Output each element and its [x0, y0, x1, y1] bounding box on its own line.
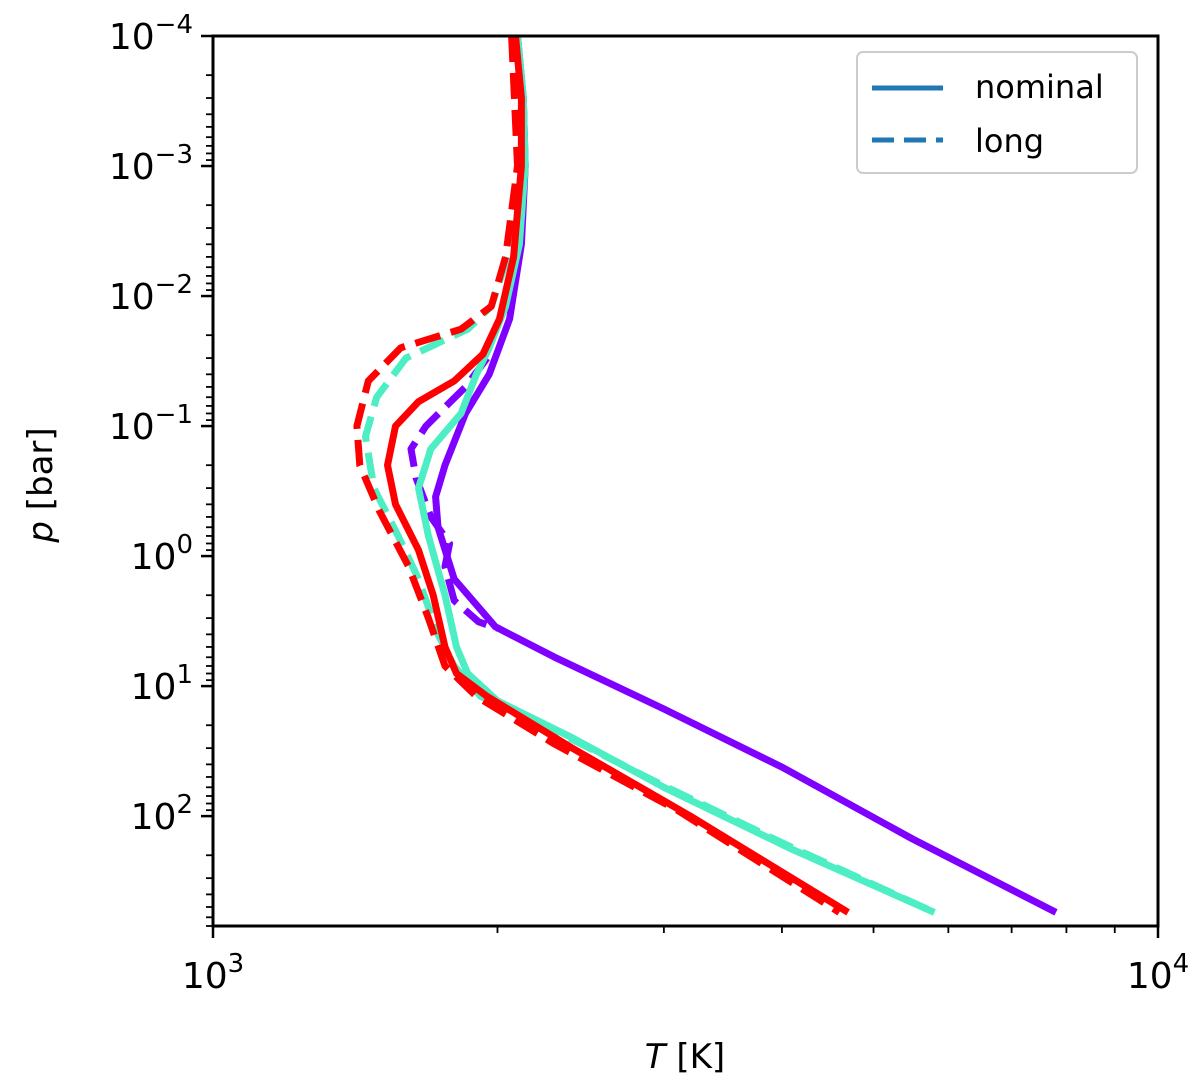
series-line-1-dashed: [407, 356, 499, 632]
y-axis-label: p [bar]: [21, 427, 61, 543]
plot-frame: [211, 34, 1160, 928]
x-axis-label: T [K]: [645, 1037, 725, 1077]
x-tick-label-0: 103: [182, 949, 244, 997]
series-layer: [353, 36, 1058, 916]
y-tick-label-6: 102: [131, 790, 193, 838]
legend-box: [856, 51, 1138, 174]
x-tick-label-1: 104: [1127, 949, 1189, 997]
y-tick-label-4: 100: [131, 530, 193, 578]
series-line-3-dashed: [362, 36, 936, 916]
series-line-4-solid: [384, 36, 850, 916]
y-tick-label-1: 10−3: [109, 140, 193, 188]
legend: nominal long: [856, 51, 1138, 174]
y-tick-label-5: 101: [131, 660, 193, 708]
legend-label-long: long: [975, 122, 1044, 160]
y-tick-label-3: 10−1: [109, 400, 193, 448]
x-axis-ticks: 103 104: [182, 926, 1189, 997]
y-tick-label-2: 10−2: [109, 270, 193, 318]
legend-label-nominal: nominal: [975, 68, 1104, 106]
plot-area-border: [211, 34, 1160, 928]
y-tick-label-0: 10−4: [109, 10, 193, 58]
series-line-5-dashed: [353, 36, 842, 916]
y-axis-ticks: 10−4 10−3 10−2 10−1 100 101 102: [109, 10, 213, 927]
